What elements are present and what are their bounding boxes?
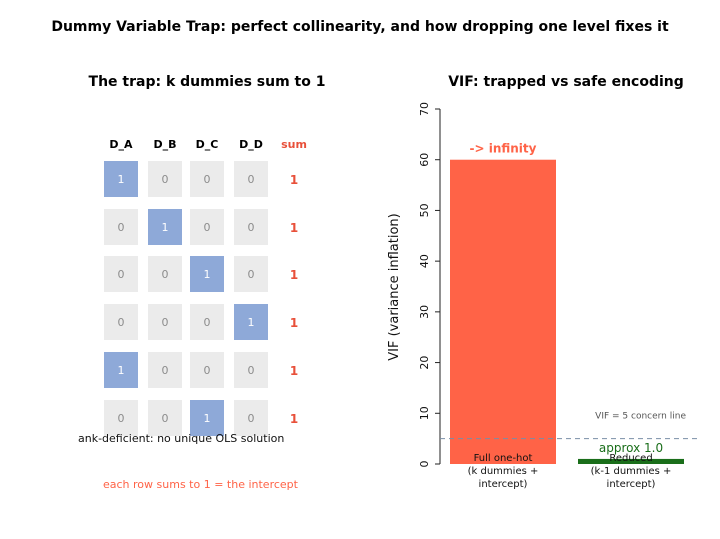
x-category-label-line: (k-1 dummies + <box>591 466 672 477</box>
dummy-matrix-grid: 1 0 0 0 1 0 1 0 0 1 0 0 1 0 1 0 0 0 1 1 1 0 0 0 1 0 0 1 0 1 <box>104 161 298 436</box>
y-tick-label: 70 <box>418 102 431 116</box>
matrix-cell-zero <box>234 209 268 245</box>
matrix-cell-value: 0 <box>162 364 169 377</box>
reference-line-group: VIF = 5 concern line <box>440 412 700 440</box>
y-tick-label: 0 <box>418 461 431 468</box>
matrix-cell-zero <box>190 161 224 197</box>
matrix-cell-value: 1 <box>204 412 211 425</box>
matrix-cell-value: 0 <box>204 173 211 186</box>
y-tick-label: 40 <box>418 254 431 268</box>
matrix-cell-zero <box>234 352 268 388</box>
matrix-cell-zero <box>190 209 224 245</box>
matrix-cell-value: 0 <box>204 316 211 329</box>
matrix-row: 0 0 1 0 1 <box>104 256 298 292</box>
matrix-cell-value: 0 <box>162 412 169 425</box>
matrix-cell-value: 0 <box>248 268 255 281</box>
matrix-row: 1 0 0 0 1 <box>104 352 298 388</box>
matrix-panel-title: The trap: k dummies sum to 1 <box>89 74 326 90</box>
rank-deficient-note: ank-deficient: no unique OLS solution <box>78 432 284 445</box>
y-axis: 0 10 20 30 40 50 60 70 <box>418 102 441 468</box>
matrix-cell-zero <box>234 161 268 197</box>
matrix-cell-zero <box>234 256 268 292</box>
x-axis-category-labels: Full one-hot (k dummies + intercept) Reduce… <box>468 453 672 490</box>
row-sum-intercept-note: each row sums to 1 = the intercept <box>103 478 299 491</box>
matrix-cell-one <box>104 352 138 388</box>
row-sum-value: 1 <box>290 316 298 330</box>
bar-annotation: approx 1.0 <box>599 441 663 455</box>
matrix-cell-one <box>104 161 138 197</box>
vif-chart-title: VIF: trapped vs safe encoding <box>448 74 684 90</box>
x-category-label-line: intercept) <box>479 479 528 490</box>
matrix-row: 1 0 0 0 1 <box>104 161 298 197</box>
row-sum-value: 1 <box>290 173 298 187</box>
y-tick-label: 20 <box>418 356 431 370</box>
row-sum-value: 1 <box>290 221 298 235</box>
matrix-cell-value: 0 <box>118 316 125 329</box>
matrix-cell-zero <box>190 352 224 388</box>
column-header-d-b: D_B <box>153 138 176 151</box>
matrix-cell-value: 0 <box>248 364 255 377</box>
matrix-cell-value: 0 <box>118 221 125 234</box>
matrix-cell-value: 0 <box>204 221 211 234</box>
matrix-cell-value: 0 <box>204 364 211 377</box>
bar-annotation: -> infinity <box>470 142 537 156</box>
matrix-cell-zero <box>104 256 138 292</box>
matrix-column-headers: D_A D_B D_C D_D sum <box>109 138 307 151</box>
matrix-cell-zero <box>234 400 268 436</box>
matrix-cell-zero <box>104 304 138 340</box>
matrix-cell-value: 0 <box>248 173 255 186</box>
row-sum-value: 1 <box>290 364 298 378</box>
matrix-cell-value: 0 <box>162 268 169 281</box>
matrix-cell-value: 0 <box>118 412 125 425</box>
matrix-cell-zero <box>148 352 182 388</box>
matrix-cell-value: 1 <box>118 364 125 377</box>
matrix-cell-zero <box>104 209 138 245</box>
x-category-label-line: intercept) <box>607 479 656 490</box>
column-header-d-d: D_D <box>239 138 263 151</box>
matrix-cell-one <box>234 304 268 340</box>
y-tick-label: 60 <box>418 153 431 167</box>
matrix-cell-one <box>190 400 224 436</box>
matrix-cell-value: 1 <box>248 316 255 329</box>
matrix-cell-value: 1 <box>118 173 125 186</box>
vif-threshold-label: VIF = 5 concern line <box>595 412 686 422</box>
column-header-d-a: D_A <box>109 138 133 151</box>
vif-bars: -> infinity approx 1.0 <box>450 142 684 464</box>
matrix-row: 0 0 0 1 1 <box>104 304 298 340</box>
x-category-label-line: Full one-hot <box>474 453 533 464</box>
x-category-label-line: (k dummies + <box>468 466 539 477</box>
matrix-cell-zero <box>148 256 182 292</box>
y-tick-label: 50 <box>418 203 431 217</box>
matrix-cell-zero <box>190 304 224 340</box>
bar-reduced <box>578 458 684 464</box>
bar-full-one-hot <box>450 159 556 464</box>
row-sum-value: 1 <box>290 268 298 282</box>
matrix-cell-zero <box>148 400 182 436</box>
matrix-cell-value: 0 <box>118 268 125 281</box>
matrix-cell-value: 0 <box>248 221 255 234</box>
y-tick-label: 10 <box>418 406 431 420</box>
figure-suptitle: Dummy Variable Trap: perfect collinearit… <box>51 19 669 35</box>
matrix-cell-value: 1 <box>162 221 169 234</box>
matrix-row: 0 1 0 0 1 <box>104 209 298 245</box>
dummy-matrix-panel: The trap: k dummies sum to 1 D_A D_B D_C D_… <box>78 74 325 491</box>
column-header-sum: sum <box>281 138 307 151</box>
matrix-row: 0 0 1 0 1 <box>104 400 298 436</box>
y-tick-label: 30 <box>418 305 431 319</box>
matrix-cell-value: 0 <box>248 412 255 425</box>
y-axis-label: VIF (variance inflation) <box>387 213 402 361</box>
x-category-label-line: Reduced <box>609 453 652 464</box>
matrix-cell-one <box>148 209 182 245</box>
matrix-cell-zero <box>148 304 182 340</box>
matrix-cell-value: 0 <box>162 316 169 329</box>
matrix-cell-value: 0 <box>162 173 169 186</box>
matrix-cell-one <box>190 256 224 292</box>
column-header-d-c: D_C <box>196 138 219 151</box>
vif-chart-panel: VIF: trapped vs safe encoding VIF (varia… <box>387 74 700 490</box>
row-sum-value: 1 <box>290 412 298 426</box>
matrix-cell-zero <box>104 400 138 436</box>
matrix-cell-value: 1 <box>204 268 211 281</box>
matrix-cell-zero <box>148 161 182 197</box>
